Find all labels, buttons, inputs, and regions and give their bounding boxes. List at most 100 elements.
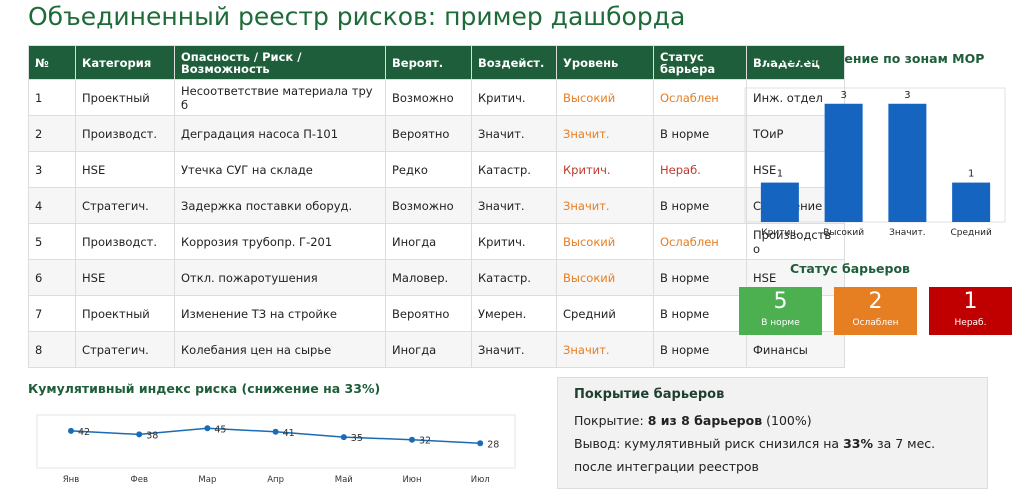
table-cell: 6 xyxy=(28,259,76,296)
x-tick-label: Июн xyxy=(402,475,421,485)
column-header: Владелец xyxy=(746,45,845,80)
table-cell: 1 xyxy=(28,79,76,116)
bar xyxy=(888,103,927,222)
text: 8 из 8 барьеров xyxy=(647,413,763,428)
table-row: 8 Стратегич. Колебания цен на сырье Иногда З… xyxy=(28,331,845,368)
x-tick-label: Критич. xyxy=(761,228,798,238)
point xyxy=(204,425,211,432)
x-tick-label: Янв xyxy=(63,475,79,485)
card-value: 5 xyxy=(773,289,788,314)
x-tick-label: Мар xyxy=(198,475,216,485)
x-tick-label: Высокий xyxy=(823,228,864,238)
table-cell: Нераб. xyxy=(653,151,747,188)
table-cell: Ослаблен xyxy=(653,223,747,260)
table-cell: Стратегич. xyxy=(75,331,175,368)
coverage-line: Покрытие: 8 из 8 барьеров (100%) xyxy=(574,409,971,432)
point xyxy=(136,431,143,438)
table-cell: Значит. xyxy=(556,331,654,368)
bar xyxy=(760,182,799,222)
table-cell: Колебания цен на сырье xyxy=(174,331,386,368)
text: за 7 мес. после интеграции реестров xyxy=(574,436,936,474)
point xyxy=(477,440,484,447)
column-header: Уровень xyxy=(556,45,654,80)
table-cell: HSE xyxy=(75,151,175,188)
plot-frame xyxy=(744,87,1006,223)
coverage-panel: Покрытие барьеров Покрытие: 8 из 8 барье… xyxy=(557,377,988,489)
point xyxy=(272,428,279,435)
table-cell: 5 xyxy=(28,223,76,260)
column-header: Статус барьера xyxy=(653,45,747,80)
table-cell: Критич. xyxy=(556,151,654,188)
table-cell: Проектный xyxy=(75,295,175,332)
table-cell: Высокий xyxy=(556,259,654,296)
value-label: 32 xyxy=(419,436,431,447)
card-value: 1 xyxy=(963,289,978,314)
chart-title: Кумулятивный индекс риска (снижение на 3… xyxy=(28,381,380,396)
table-cell: Откл. пожаротушения xyxy=(174,259,386,296)
table-cell: Маловер. xyxy=(385,259,472,296)
table-cell: В норме xyxy=(653,115,747,152)
card-label: В норме xyxy=(761,318,800,328)
point xyxy=(409,436,415,443)
table-cell: Значит. xyxy=(471,331,557,368)
table-cell: Утечка СУГ на складе xyxy=(174,151,386,188)
table-cell: Умерен. xyxy=(471,295,557,332)
risk-table: № Категория Опасность / Риск / Возможность… xyxy=(28,45,845,368)
table-cell: Ослаблен xyxy=(653,79,747,116)
table-cell: Производст. xyxy=(75,115,175,152)
text: 33% xyxy=(843,436,873,451)
table-cell: Финансы xyxy=(746,331,845,368)
column-header: № xyxy=(28,45,76,80)
table-cell: 4 xyxy=(28,187,76,224)
value-label: 3 xyxy=(904,90,910,101)
value-label: 35 xyxy=(351,433,363,444)
table-cell: Деградация насоса П-101 xyxy=(174,115,386,152)
value-label: 1 xyxy=(968,169,974,180)
table-row: 2 Производст. Деградация насоса П-101 Вероя… xyxy=(28,115,845,152)
x-tick-label: Фев xyxy=(130,475,148,485)
x-tick-label: Апр xyxy=(267,475,284,485)
table-cell: Катастр. xyxy=(471,151,557,188)
coverage-title: Покрытие барьеров xyxy=(574,387,725,402)
table-cell: Значит. xyxy=(556,115,654,152)
table-cell: Коррозия трубопр. Г-201 xyxy=(174,223,386,260)
value-label: 38 xyxy=(146,430,158,441)
table-cell: Возможно xyxy=(385,79,472,116)
card-value: 2 xyxy=(868,289,883,314)
table-cell: Задержка поставки оборуд. xyxy=(174,187,386,224)
column-header: Категория xyxy=(75,45,175,80)
table-cell: Вероятно xyxy=(385,295,472,332)
text: (100%) xyxy=(766,413,812,428)
x-tick-label: Июл xyxy=(471,475,490,485)
value-label: 3 xyxy=(840,90,846,101)
x-tick-label: Значит. xyxy=(889,228,925,238)
table-cell: В норме xyxy=(653,187,747,224)
column-header: Вероят. xyxy=(385,45,472,80)
coverage-line: Вывод: кумулятивный риск снизился на 33%… xyxy=(574,432,971,478)
x-tick-label: Май xyxy=(335,475,353,485)
text: Вывод: кумулятивный риск снизился на xyxy=(574,436,840,451)
point xyxy=(68,427,74,434)
value-label: 42 xyxy=(78,427,90,438)
section-title: Статус барьеров xyxy=(790,261,910,276)
page-title: Объединенный реестр рисков: пример дашбо… xyxy=(28,2,686,31)
table-cell: 8 xyxy=(28,331,76,368)
text: Покрытие: xyxy=(574,413,644,428)
status-card: 1 Нераб. xyxy=(929,287,1012,335)
bar xyxy=(824,103,863,222)
table-cell: В норме xyxy=(653,331,747,368)
value-label: 28 xyxy=(487,439,499,450)
x-tick-label: Средний xyxy=(950,228,991,238)
chart-title: Распределение по зонам МОР xyxy=(766,51,985,66)
column-header: Воздейст. xyxy=(471,45,557,80)
table-cell: Значит. xyxy=(556,187,654,224)
value-label: 1 xyxy=(777,169,783,180)
table-cell: Вероятно xyxy=(385,115,472,152)
column-header: Опасность / Риск / Возможность xyxy=(174,45,386,80)
table-cell: Критич. xyxy=(471,223,557,260)
card-label: Нераб. xyxy=(954,318,987,328)
status-card: 2 Ослаблен xyxy=(834,287,917,335)
table-row: 5 Производст. Коррозия трубопр. Г-201 Иногд… xyxy=(28,223,845,260)
